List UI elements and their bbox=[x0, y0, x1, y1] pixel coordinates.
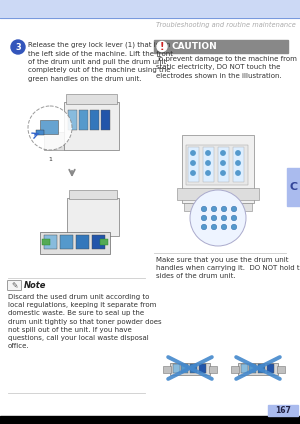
Bar bbox=[170, 363, 210, 375]
Text: Release the grey lock lever (1) that is on
the left side of the machine. Lift th: Release the grey lock lever (1) that is … bbox=[28, 42, 173, 81]
Bar bbox=[76, 235, 89, 249]
Bar bbox=[154, 40, 288, 53]
Circle shape bbox=[190, 190, 246, 246]
Text: Discard the used drum unit according to
local regulations, keeping it separate f: Discard the used drum unit according to … bbox=[8, 294, 162, 349]
Bar bbox=[184, 203, 252, 211]
Circle shape bbox=[231, 215, 237, 221]
Circle shape bbox=[221, 215, 227, 221]
Bar bbox=[101, 110, 110, 130]
Bar bbox=[40, 120, 58, 134]
Circle shape bbox=[191, 161, 195, 165]
Bar bbox=[64, 102, 119, 150]
Bar bbox=[92, 235, 105, 249]
Circle shape bbox=[221, 224, 227, 230]
Bar bbox=[164, 366, 171, 373]
Circle shape bbox=[236, 151, 240, 155]
Circle shape bbox=[201, 224, 207, 230]
Bar bbox=[44, 235, 57, 249]
Bar bbox=[203, 147, 214, 182]
Bar bbox=[0, 416, 300, 424]
Bar bbox=[232, 366, 239, 373]
Bar bbox=[267, 364, 274, 374]
Circle shape bbox=[206, 171, 210, 175]
FancyBboxPatch shape bbox=[8, 281, 22, 290]
Bar bbox=[42, 239, 50, 245]
Bar bbox=[69, 190, 117, 199]
Bar bbox=[66, 94, 117, 104]
Circle shape bbox=[221, 151, 225, 155]
Bar bbox=[249, 364, 256, 374]
Bar bbox=[90, 110, 99, 130]
Bar bbox=[241, 364, 248, 374]
Bar bbox=[60, 235, 73, 249]
Text: To prevent damage to the machine from
static electricity, DO NOT touch the
elect: To prevent damage to the machine from st… bbox=[156, 56, 297, 78]
Bar bbox=[218, 147, 229, 182]
Bar bbox=[182, 364, 188, 374]
Circle shape bbox=[28, 106, 72, 150]
Bar bbox=[67, 198, 119, 236]
Circle shape bbox=[231, 206, 237, 212]
Text: 1: 1 bbox=[48, 157, 52, 162]
Circle shape bbox=[191, 151, 195, 155]
Circle shape bbox=[157, 42, 167, 51]
Bar bbox=[238, 363, 278, 375]
Bar bbox=[36, 130, 44, 135]
Bar bbox=[79, 110, 88, 130]
Text: !: ! bbox=[160, 42, 164, 51]
Circle shape bbox=[201, 206, 207, 212]
Circle shape bbox=[221, 161, 225, 165]
Bar bbox=[173, 364, 180, 374]
Circle shape bbox=[221, 206, 227, 212]
Bar bbox=[268, 405, 298, 416]
Bar bbox=[68, 110, 77, 130]
Bar bbox=[177, 188, 259, 200]
Bar bbox=[100, 239, 108, 245]
Text: 167: 167 bbox=[275, 406, 291, 415]
Bar bbox=[199, 364, 206, 374]
Polygon shape bbox=[44, 132, 64, 150]
Bar bbox=[209, 366, 217, 373]
Bar bbox=[182, 135, 254, 203]
Circle shape bbox=[211, 206, 217, 212]
Bar bbox=[258, 364, 265, 374]
Bar bbox=[190, 364, 197, 374]
Bar bbox=[287, 168, 300, 206]
Bar bbox=[188, 147, 199, 182]
Circle shape bbox=[211, 224, 217, 230]
Text: 3: 3 bbox=[15, 42, 21, 51]
Text: Note: Note bbox=[24, 281, 46, 290]
Circle shape bbox=[221, 171, 225, 175]
Bar bbox=[40, 232, 110, 254]
Circle shape bbox=[211, 215, 217, 221]
Circle shape bbox=[231, 224, 237, 230]
Circle shape bbox=[236, 161, 240, 165]
Circle shape bbox=[201, 215, 207, 221]
Circle shape bbox=[191, 171, 195, 175]
Bar bbox=[186, 145, 248, 185]
Circle shape bbox=[206, 161, 210, 165]
Bar bbox=[277, 366, 284, 373]
Text: CAUTION: CAUTION bbox=[171, 42, 217, 51]
Circle shape bbox=[206, 151, 210, 155]
Text: C: C bbox=[290, 182, 298, 192]
Text: Troubleshooting and routine maintenance: Troubleshooting and routine maintenance bbox=[156, 22, 296, 28]
Bar bbox=[0, 0, 300, 18]
Bar bbox=[233, 147, 244, 182]
Circle shape bbox=[236, 171, 240, 175]
Text: ✎: ✎ bbox=[11, 281, 18, 290]
Circle shape bbox=[11, 40, 25, 54]
Text: Make sure that you use the drum unit
handles when carrying it.  DO NOT hold the
: Make sure that you use the drum unit han… bbox=[156, 257, 300, 279]
